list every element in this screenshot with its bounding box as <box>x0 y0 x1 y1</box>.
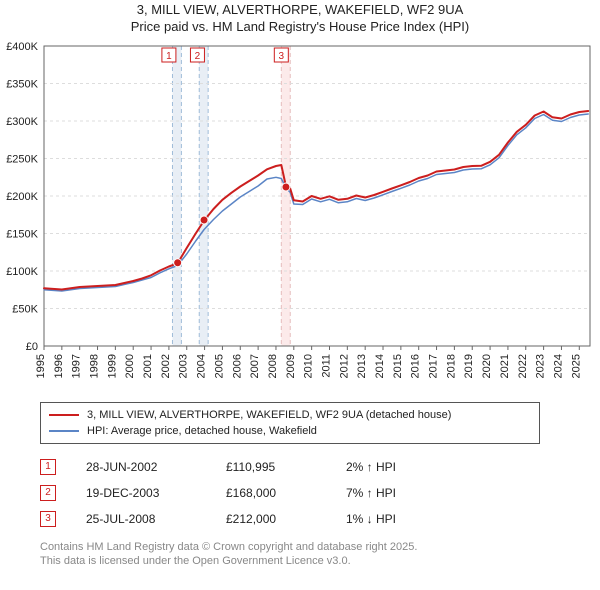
xtick-label: 1999 <box>106 354 118 378</box>
xtick-label: 2003 <box>178 354 190 378</box>
xtick-label: 1995 <box>35 354 47 378</box>
xtick-label: 2016 <box>410 354 422 378</box>
sale-date: 19-DEC-2003 <box>86 486 196 500</box>
xtick-label: 2018 <box>445 354 457 378</box>
chart-svg: £0 £50K £100K £150K £200K £250K £300K £350K £400… <box>0 36 600 396</box>
sale-hpi: 1% ↓ HPI <box>346 512 446 526</box>
ytick-label: £350K <box>6 78 38 90</box>
xtick-label: 2007 <box>249 354 261 378</box>
xtick-label: 2008 <box>267 354 279 378</box>
footer-text: Contains HM Land Registry data © Crown c… <box>40 540 570 569</box>
legend-swatch <box>49 414 79 416</box>
sale-marker-label: 3 <box>279 51 285 62</box>
xtick-label: 2020 <box>481 354 493 378</box>
xtick-label: 2012 <box>338 354 350 378</box>
sale-row: 1 28-JUN-2002 £110,995 2% ↑ HPI <box>40 454 540 480</box>
sale-marker: 2 <box>40 485 56 501</box>
sale-date: 28-JUN-2002 <box>86 460 196 474</box>
legend-box: 3, MILL VIEW, ALVERTHORPE, WAKEFIELD, WF… <box>40 402 540 444</box>
sale-marker-label: 1 <box>166 51 172 62</box>
xtick-label: 2025 <box>570 354 582 378</box>
title-line2: Price paid vs. HM Land Registry's House … <box>131 19 469 34</box>
sale-price: £168,000 <box>226 486 316 500</box>
sale-point <box>282 183 290 191</box>
xtick-label: 2009 <box>285 354 297 378</box>
sale-row: 3 25-JUL-2008 £212,000 1% ↓ HPI <box>40 506 540 532</box>
xtick-label: 2002 <box>160 354 172 378</box>
sales-table: 1 28-JUN-2002 £110,995 2% ↑ HPI 2 19-DEC-2003… <box>40 454 540 532</box>
sale-point <box>174 259 182 267</box>
xtick-label: 2017 <box>428 354 440 378</box>
ytick-label: £0 <box>26 341 38 353</box>
sale-price: £212,000 <box>226 512 316 526</box>
sale-point <box>200 216 208 224</box>
sale-marker-label: 2 <box>195 51 201 62</box>
series-hpi <box>44 114 588 291</box>
footer-line1: Contains HM Land Registry data © Crown c… <box>40 541 417 553</box>
legend-row: 3, MILL VIEW, ALVERTHORPE, WAKEFIELD, WF… <box>49 407 531 423</box>
sale-hpi: 7% ↑ HPI <box>346 486 446 500</box>
legend-swatch <box>49 430 79 432</box>
xtick-label: 2024 <box>552 354 564 378</box>
footer-line2: This data is licensed under the Open Gov… <box>40 555 351 567</box>
xtick-label: 2006 <box>231 354 243 378</box>
xtick-label: 2023 <box>535 354 547 378</box>
ytick-label: £150K <box>6 228 38 240</box>
xtick-label: 1997 <box>71 354 83 378</box>
ytick-label: £50K <box>12 303 38 315</box>
chart-title: 3, MILL VIEW, ALVERTHORPE, WAKEFIELD, WF… <box>0 0 600 36</box>
xtick-label: 1996 <box>53 354 65 378</box>
xtick-label: 2019 <box>463 354 475 378</box>
xtick-label: 2013 <box>356 354 368 378</box>
xtick-label: 2021 <box>499 354 511 378</box>
sale-marker: 1 <box>40 459 56 475</box>
legend-label: 3, MILL VIEW, ALVERTHORPE, WAKEFIELD, WF… <box>87 409 451 421</box>
xtick-label: 1998 <box>89 354 101 378</box>
ytick-label: £100K <box>6 266 38 278</box>
xtick-label: 2022 <box>517 354 529 378</box>
chart-area: £0 £50K £100K £150K £200K £250K £300K £350K £400… <box>0 36 600 396</box>
xtick-label: 2010 <box>303 354 315 378</box>
xtick-label: 2004 <box>196 354 208 378</box>
xtick-label: 2014 <box>374 354 386 378</box>
sale-row: 2 19-DEC-2003 £168,000 7% ↑ HPI <box>40 480 540 506</box>
ytick-label: £200K <box>6 191 38 203</box>
xtick-label: 2001 <box>142 354 154 378</box>
xtick-label: 2000 <box>124 354 136 378</box>
sale-price: £110,995 <box>226 460 316 474</box>
sale-hpi: 2% ↑ HPI <box>346 460 446 474</box>
xtick-label: 2015 <box>392 354 404 378</box>
ytick-label: £300K <box>6 116 38 128</box>
sale-marker: 3 <box>40 511 56 527</box>
ytick-label: £400K <box>6 41 38 53</box>
legend-label: HPI: Average price, detached house, Wake… <box>87 425 317 437</box>
xtick-label: 2011 <box>320 354 332 378</box>
legend-row: HPI: Average price, detached house, Wake… <box>49 423 531 439</box>
sale-date: 25-JUL-2008 <box>86 512 196 526</box>
title-line1: 3, MILL VIEW, ALVERTHORPE, WAKEFIELD, WF… <box>137 2 464 17</box>
xtick-label: 2005 <box>213 354 225 378</box>
ytick-label: £250K <box>6 153 38 165</box>
